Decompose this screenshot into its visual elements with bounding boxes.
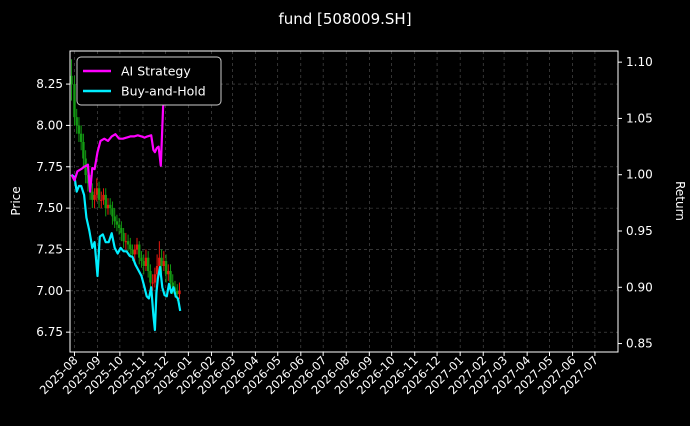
candle-body (178, 290, 181, 295)
candle-body (126, 241, 130, 245)
y-left-tick-label: 7.75 (36, 160, 63, 174)
candle-body (133, 249, 136, 255)
candle-body (167, 270, 170, 275)
y-right-tick-label: 1.10 (626, 55, 653, 69)
candle-body (100, 199, 103, 201)
candle-body (86, 175, 90, 184)
candle-body (160, 257, 163, 266)
y-left-tick-label: 8.00 (36, 118, 63, 132)
candlestick-series (70, 59, 181, 301)
y-right-tick-label: 0.90 (626, 280, 653, 294)
candle-body (162, 261, 166, 266)
candle-body (95, 188, 99, 195)
y-right-tick-label: 0.95 (626, 224, 653, 238)
candle-body (73, 84, 76, 118)
candle-body (129, 244, 132, 250)
candle-body (140, 257, 143, 262)
legend: AI Strategy Buy-and-Hold (76, 56, 222, 106)
y-left-tick-label: 8.25 (36, 77, 63, 91)
candle-body (75, 117, 78, 126)
candle-body (135, 244, 139, 250)
candle-body (176, 290, 179, 295)
candle-body (120, 227, 123, 233)
candle-body (151, 282, 154, 284)
candle-body (158, 257, 161, 266)
candle-body (104, 194, 107, 209)
candle-body (102, 194, 105, 200)
y-left-tick-label: 6.75 (36, 325, 63, 339)
buy-and-hold-line (70, 173, 182, 332)
candle-body (122, 232, 125, 242)
candle-body (171, 282, 174, 288)
y-left-tick-label: 7.25 (36, 242, 63, 256)
candle-body (93, 194, 96, 200)
candle-body (106, 204, 110, 209)
candle-body (153, 274, 157, 283)
candle-body (97, 188, 101, 200)
y-axis-right-label: Return (673, 181, 687, 221)
y-right-tick-label: 1.05 (626, 111, 653, 125)
y-axis-left-label: Price (9, 186, 23, 215)
candle-body (138, 244, 141, 258)
candle-body (82, 141, 85, 159)
candle-body (115, 221, 119, 225)
candle-body (146, 257, 150, 271)
plot-frame (69, 50, 619, 353)
candle-body (70, 75, 73, 85)
candle-body (117, 224, 121, 228)
y-right-tick-label: 1.00 (626, 168, 653, 182)
chart-title: fund [508009.SH] (278, 10, 411, 28)
candle-body (79, 133, 83, 142)
legend-label-buy-and-hold: Buy-and-Hold (121, 84, 206, 99)
candle-body (155, 266, 159, 275)
candle-body (124, 241, 128, 243)
candle-body (142, 261, 145, 266)
legend-box (76, 56, 222, 106)
y-left-tick-label: 7.00 (36, 284, 63, 298)
y-left-tick-label: 7.50 (36, 201, 63, 215)
candle-body (149, 270, 152, 283)
y-right-tick-label: 0.85 (626, 337, 653, 351)
legend-label-ai-strategy: AI Strategy (121, 64, 191, 79)
candle-body (164, 261, 168, 275)
candle-body (91, 191, 94, 200)
candle-body (144, 257, 148, 266)
candle-body (113, 216, 116, 222)
candle-body (169, 270, 172, 283)
candle-body (109, 204, 112, 209)
candle-body (111, 208, 114, 217)
candle-body (77, 125, 81, 134)
candle-body (131, 249, 134, 255)
